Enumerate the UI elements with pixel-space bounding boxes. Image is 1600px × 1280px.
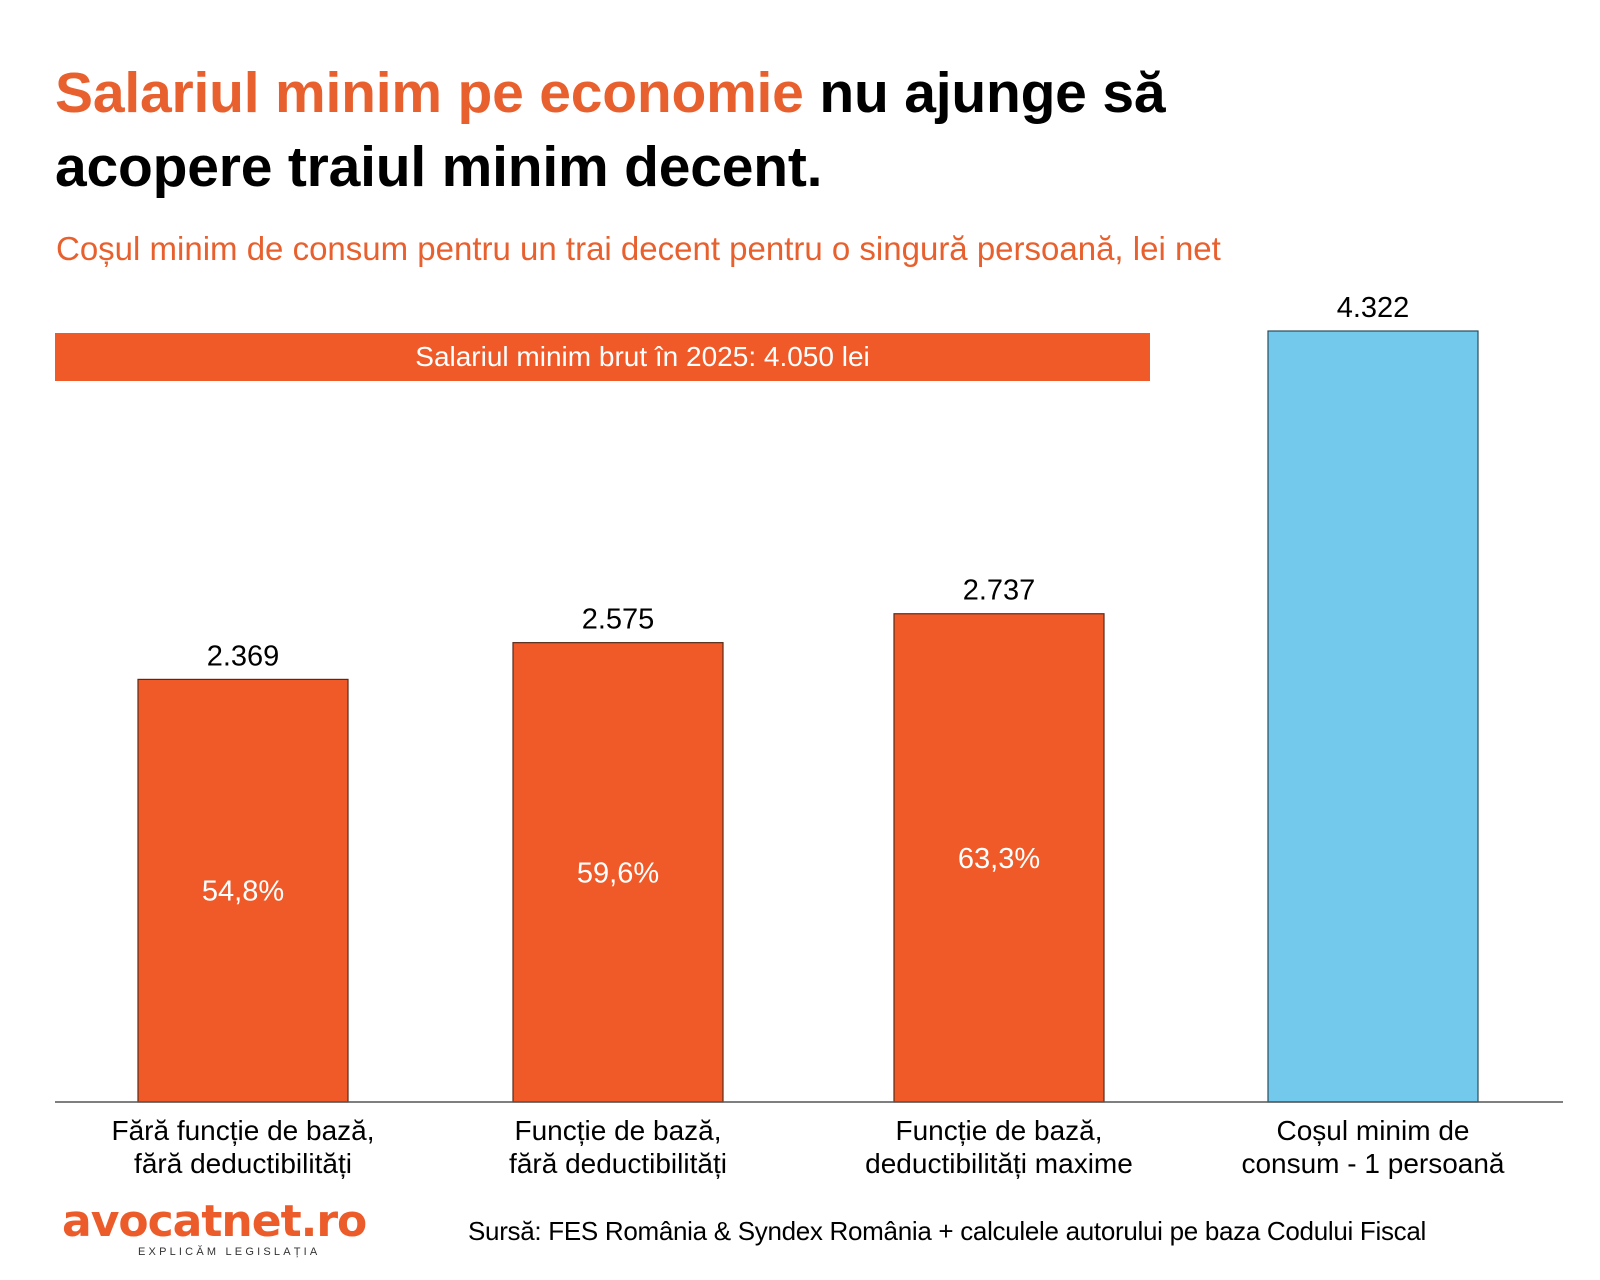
chart-subtitle: Coșul minim de consum pentru un trai dec… — [56, 230, 1221, 267]
logo-text: avocatnet.ro — [62, 1196, 367, 1247]
title-highlight: Salariul minim pe economie — [55, 61, 804, 125]
chart-title: Salariul minim pe economie nu ajunge să … — [55, 56, 1166, 204]
avocatnet-logo: avocatnet.ro EXPLICĂM LEGISLAȚIA — [62, 1196, 367, 1259]
value-label-3: 2.737 — [963, 575, 1036, 607]
value-label-2: 2.575 — [582, 604, 655, 636]
x-tick-label-2-line-2: fără deductibilități — [509, 1148, 727, 1179]
logo-tagline: EXPLICĂM LEGISLAȚIA — [138, 1246, 321, 1258]
x-tick-label-4-line-2: consum - 1 persoană — [1241, 1148, 1504, 1179]
x-tick-label-3-line-1: Funcție de bază, — [895, 1115, 1102, 1146]
bar-2 — [512, 642, 724, 1103]
x-tick-label-3-line-2: deductibilități maxime — [865, 1148, 1133, 1179]
annotation-band-label: Salariul minim brut în 2025: 4.050 lei — [415, 341, 869, 372]
x-tick-label-4-line-1: Coșul minim de — [1277, 1115, 1470, 1146]
x-tick-label-2-line-1: Funcție de bază, — [514, 1115, 721, 1146]
percent-label-1: 54,8% — [202, 876, 284, 908]
bar-1 — [137, 678, 349, 1103]
title-rest: nu ajunge să — [803, 61, 1166, 125]
value-label-4: 4.322 — [1337, 292, 1410, 324]
percent-label-2: 59,6% — [577, 857, 659, 889]
percent-label-3: 63,3% — [958, 843, 1040, 875]
title-line-2: acopere traiul minim decent. — [55, 135, 823, 199]
bar-4 — [1267, 330, 1479, 1103]
annotation-band — [55, 333, 1150, 381]
bar-3 — [893, 613, 1105, 1103]
x-tick-label-1-line-2: fără deductibilități — [134, 1148, 352, 1179]
x-tick-label-1-line-1: Fără funcție de bază, — [111, 1115, 374, 1146]
value-label-1: 2.369 — [207, 640, 280, 672]
source-note: Sursă: FES România & Syndex România + ca… — [468, 1216, 1427, 1246]
